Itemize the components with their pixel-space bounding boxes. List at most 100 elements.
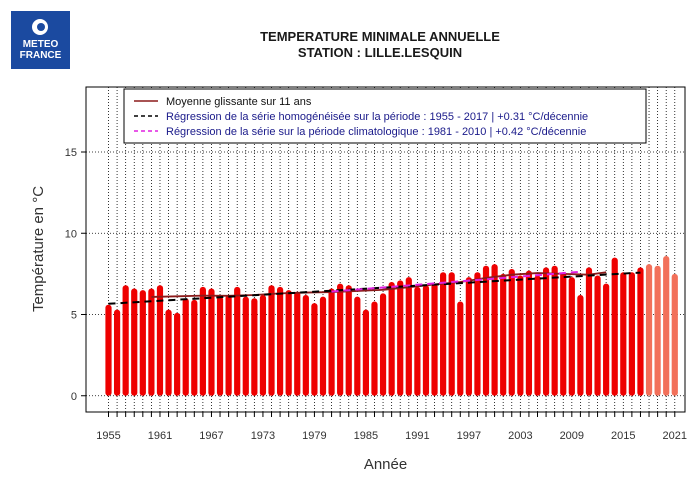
bar-2005 xyxy=(534,275,541,396)
y-tick-label: 0 xyxy=(71,391,77,403)
x-tick-label: 1985 xyxy=(354,430,378,442)
bar-2017 xyxy=(637,267,644,396)
bar-1956 xyxy=(113,309,121,396)
x-tick-label: 2021 xyxy=(663,430,687,442)
legend-box xyxy=(123,88,647,144)
bar-1980 xyxy=(319,296,327,396)
series-line-2 xyxy=(108,271,641,305)
bar-2008 xyxy=(560,272,567,396)
bar-1978 xyxy=(302,295,309,396)
bar-1959 xyxy=(139,290,146,396)
x-tick-label: 2009 xyxy=(560,430,584,442)
x-tick-label: 1967 xyxy=(199,430,223,442)
bar-2003 xyxy=(517,275,524,396)
bar-1969 xyxy=(225,295,232,396)
bar-1955 xyxy=(105,304,112,396)
bar-2009 xyxy=(568,277,575,396)
logo-line-2: FRANCE xyxy=(19,50,62,61)
bar-2021 xyxy=(671,273,678,396)
bar-1993 xyxy=(431,283,438,396)
bar-1994 xyxy=(440,272,447,396)
x-tick-label: 1961 xyxy=(148,430,172,442)
bar-1965 xyxy=(191,299,198,396)
y-tick-label: 10 xyxy=(65,228,77,240)
bar-2014 xyxy=(611,257,618,396)
bar-1995 xyxy=(448,272,455,396)
x-tick-label: 2003 xyxy=(508,430,532,442)
bar-2013 xyxy=(603,283,610,396)
bar-2018 xyxy=(645,264,653,396)
bar-1985 xyxy=(362,309,369,396)
bar-2011 xyxy=(585,267,593,396)
bar-2016 xyxy=(628,272,635,396)
chart-subtitle: STATION : LILLE.LESQUIN xyxy=(297,45,463,60)
bar-2006 xyxy=(542,267,550,396)
bar-1981 xyxy=(328,288,335,396)
bar-1971 xyxy=(242,296,249,396)
bar-2010 xyxy=(577,295,584,396)
bar-2019 xyxy=(654,265,661,396)
bar-2015 xyxy=(620,272,627,396)
legend-label-2: Régression de la série homogénéisée sur … xyxy=(166,111,588,123)
meteo-france-logo: METEO FRANCE xyxy=(11,11,70,69)
legend-label-1: Moyenne glissante sur 11 ans xyxy=(166,96,312,108)
bar-2012 xyxy=(594,275,601,396)
bar-1990 xyxy=(405,277,412,396)
bar-2000 xyxy=(491,264,498,396)
x-tick-label: 1955 xyxy=(96,430,120,442)
bar-1966 xyxy=(199,286,206,396)
bar-1984 xyxy=(354,296,361,396)
bar-1957 xyxy=(122,285,129,396)
bar-1964 xyxy=(182,298,189,396)
bar-1967 xyxy=(208,288,215,396)
x-tick-label: 2015 xyxy=(611,430,635,442)
bar-1987 xyxy=(379,293,387,396)
bar-1970 xyxy=(234,286,241,396)
bar-2020 xyxy=(663,256,670,396)
bar-1989 xyxy=(397,280,404,396)
x-tick-label: 1973 xyxy=(251,430,275,442)
bar-1982 xyxy=(337,283,344,396)
bar-1988 xyxy=(388,282,395,396)
x-tick-label: 1997 xyxy=(457,430,481,442)
bar-2001 xyxy=(500,273,507,396)
legend-label-3: Régression de la série sur la période cl… xyxy=(166,126,586,138)
series-line-3 xyxy=(331,270,581,293)
bar-1972 xyxy=(251,298,258,396)
bar-1961 xyxy=(156,285,164,396)
bar-2002 xyxy=(508,269,515,396)
bar-1986 xyxy=(371,301,378,396)
bar-1997 xyxy=(465,277,472,396)
x-tick-label: 1979 xyxy=(302,430,326,442)
bar-1974 xyxy=(268,285,275,396)
bar-1998 xyxy=(474,272,481,396)
bar-1992 xyxy=(422,285,430,396)
bar-1999 xyxy=(482,265,490,396)
y-tick-label: 5 xyxy=(71,310,77,322)
y-axis-title: Température en °C xyxy=(30,186,47,312)
logo-mark xyxy=(32,19,48,35)
bar-1991 xyxy=(414,286,421,396)
chart-title-block: TEMPERATURE MINIMALE ANNUELLE STATION : … xyxy=(150,29,610,61)
logo-line-1: METEO xyxy=(22,39,59,50)
bar-1973 xyxy=(259,295,267,396)
bar-1979 xyxy=(311,303,318,396)
bar-1968 xyxy=(216,296,224,396)
bar-2007 xyxy=(551,265,558,396)
bar-1996 xyxy=(457,301,464,396)
x-axis-title: Année xyxy=(364,456,407,473)
y-tick-label: 15 xyxy=(65,147,77,159)
chart-title: TEMPERATURE MINIMALE ANNUELLE xyxy=(260,29,500,44)
bar-2004 xyxy=(525,270,533,396)
x-tick-label: 1991 xyxy=(405,430,429,442)
bar-1958 xyxy=(131,288,138,396)
bar-1975 xyxy=(277,286,284,396)
bar-1963 xyxy=(174,312,181,396)
plot-frame xyxy=(85,86,686,413)
bar-1976 xyxy=(285,290,292,396)
bar-1960 xyxy=(148,288,155,396)
bar-1983 xyxy=(345,285,352,396)
bar-1977 xyxy=(294,291,301,396)
bar-1962 xyxy=(165,309,172,396)
